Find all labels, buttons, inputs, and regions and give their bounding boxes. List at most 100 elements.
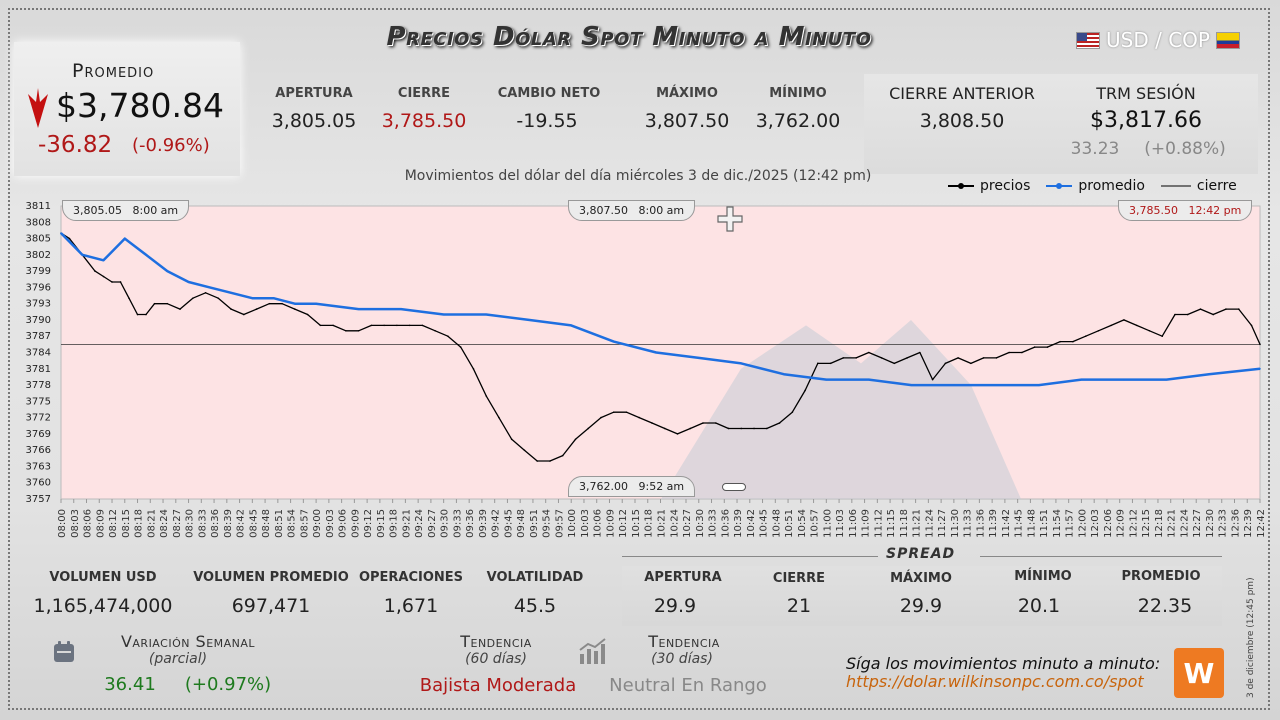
x-tick-label: 10:24 <box>669 509 680 538</box>
point-promedio <box>251 297 254 300</box>
point-precios <box>982 357 985 359</box>
point-precios <box>880 357 883 359</box>
callout-max: 3,807.50 8:00 am <box>568 200 696 221</box>
volatilidad-value: 45.5 <box>513 595 557 617</box>
stat-cambio-neto-value: -19.55 <box>516 110 578 132</box>
side-date: 3 de diciembre (12:45 pm) <box>1246 577 1262 698</box>
point-precios <box>727 427 730 430</box>
point-precios <box>510 438 513 441</box>
x-tick-label: 10:00 <box>567 509 578 538</box>
x-tick-label: 09:48 <box>516 509 527 538</box>
price-chart[interactable]: 3757 3760 3763 3766 3769 3772 3775 3778 3781 3784… <box>0 196 1280 546</box>
tendencia-30-sub: (30 días) <box>651 651 713 667</box>
cierre-anterior-value: 3,808.50 <box>919 110 1005 132</box>
point-precios <box>625 411 628 413</box>
point-precios <box>204 292 207 294</box>
cierre-anterior-label: CIERRE ANTERIOR <box>889 84 1035 103</box>
tendencia-60-sub: (60 días) <box>465 651 527 667</box>
volumen-usd-label: VOLUMEN USD <box>49 570 157 585</box>
point-precios <box>536 460 538 462</box>
promedio-change-pct: (-0.96%) <box>132 135 210 156</box>
point-precios <box>651 422 653 424</box>
point-precios <box>561 454 564 457</box>
volumen-usd-value: 1,165,474,000 <box>33 595 173 617</box>
wilkinson-logo[interactable]: W <box>1174 648 1224 698</box>
callout-max-value: 3,807.50 <box>579 204 628 217</box>
side-date-label: 3 de diciembre (12:45 pm) <box>1246 577 1256 698</box>
point-precios <box>255 308 258 310</box>
currency-pair-label: USD / COP <box>1106 28 1210 52</box>
point-precios <box>817 362 819 365</box>
volumen-promedio-value: 697,471 <box>231 595 311 617</box>
point-precios <box>166 302 169 305</box>
point-precios <box>472 367 475 370</box>
point-precios <box>192 297 194 300</box>
x-tick-label: 08:48 <box>261 509 272 538</box>
spread-divider-right <box>980 556 1222 557</box>
crosshair-icon[interactable] <box>716 205 744 233</box>
point-precios <box>145 313 147 316</box>
y-tick-label: 3781 <box>26 364 51 375</box>
x-tick-label: 09:54 <box>542 509 553 538</box>
x-tick-label: 08:33 <box>197 509 208 538</box>
x-tick-label: 12:18 <box>1154 509 1165 538</box>
point-promedio <box>612 340 615 343</box>
point-promedio <box>187 281 190 283</box>
scroll-handle[interactable] <box>722 483 746 491</box>
callout-close-value: 3,785.50 <box>1129 204 1178 217</box>
point-precios <box>868 351 870 354</box>
point-precios <box>574 438 577 441</box>
point-promedio <box>995 384 998 386</box>
x-tick-label: 10:57 <box>810 509 821 538</box>
spread-cierre-value: 21 <box>786 595 812 617</box>
x-tick-label: 11:33 <box>963 509 974 538</box>
volumen-promedio-label: VOLUMEN PROMEDIO <box>193 570 349 585</box>
point-precios <box>523 449 526 451</box>
x-tick-label: 12:21 <box>1167 509 1178 538</box>
point-precios <box>217 297 220 300</box>
x-tick-label: 08:45 <box>248 509 259 538</box>
point-precios <box>765 427 768 430</box>
x-tick-label: 10:48 <box>771 509 782 538</box>
x-tick-label: 11:03 <box>835 509 846 538</box>
point-promedio <box>272 297 275 300</box>
x-tick-label: 11:15 <box>886 509 897 538</box>
promedio-panel <box>14 42 240 176</box>
x-tick-label: 10:42 <box>746 509 757 538</box>
x-tick-label: 12:06 <box>1103 509 1114 538</box>
legend-precios: precios <box>946 178 1030 194</box>
legend-promedio: promedio <box>1044 178 1145 194</box>
point-precios <box>957 357 959 359</box>
x-tick-label: 12:12 <box>1128 509 1139 538</box>
stat-cierre-value: 3,785.50 <box>381 110 467 132</box>
point-promedio <box>910 384 913 386</box>
point-precios <box>804 389 806 392</box>
promo-link[interactable]: https://dolar.wilkinsonpc.com.co/spot <box>846 672 1144 691</box>
point-precios <box>1072 340 1074 343</box>
point-precios <box>1186 313 1189 316</box>
point-promedio <box>81 254 84 256</box>
x-tick-label: 11:45 <box>1014 509 1025 538</box>
legend-promedio-label: promedio <box>1078 178 1145 194</box>
x-tick-label: 10:15 <box>631 509 642 538</box>
x-tick-label: 11:24 <box>924 509 935 538</box>
spread-minimo-value: 20.1 <box>1017 595 1061 617</box>
y-tick-label: 3787 <box>26 331 51 342</box>
x-tick-label: 08:24 <box>159 509 170 538</box>
x-tick-label: 12:27 <box>1192 509 1203 538</box>
x-tick-label: 12:36 <box>1230 509 1241 538</box>
point-precios <box>1033 346 1036 348</box>
point-precios <box>906 357 908 359</box>
point-precios <box>702 422 704 424</box>
x-tick-label: 10:03 <box>580 509 591 538</box>
x-tick-label: 11:18 <box>899 509 910 538</box>
point-promedio <box>570 324 573 327</box>
spread-panel <box>622 566 1222 626</box>
operaciones-label: OPERACIONES <box>358 570 464 585</box>
x-tick-label: 09:42 <box>491 509 502 538</box>
x-tick-label: 09:24 <box>414 509 425 538</box>
callout-close-time: 12:42 pm <box>1188 204 1242 217</box>
promedio-label: Promedio <box>72 60 155 82</box>
callout-open-time: 8:00 am <box>132 204 179 217</box>
point-promedio <box>783 373 785 376</box>
